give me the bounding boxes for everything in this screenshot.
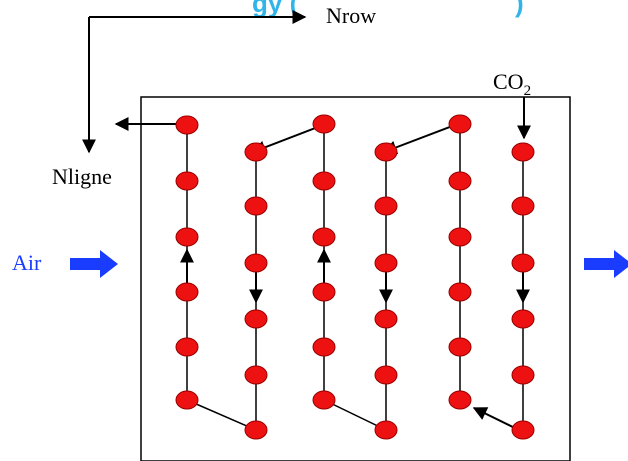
sensor-node xyxy=(175,227,199,247)
sensor-node xyxy=(511,420,535,440)
sensor-node xyxy=(511,253,535,273)
sensor-node xyxy=(312,171,336,191)
sensor-node xyxy=(175,171,199,191)
nligne-label: Nligne xyxy=(52,164,112,189)
co2-label: CO2 xyxy=(493,69,531,99)
sensor-node xyxy=(374,420,398,440)
sensor-node xyxy=(244,365,268,385)
bottom-connector-2 xyxy=(323,399,387,431)
sensor-node xyxy=(448,171,472,191)
bottom-connector-1 xyxy=(186,399,257,431)
sensor-node xyxy=(244,196,268,216)
sensor-node xyxy=(374,196,398,216)
sensor-node xyxy=(374,253,398,273)
flow-path xyxy=(186,124,524,431)
header-fragment: gy ( xyxy=(252,0,299,18)
air-inlet-arrow xyxy=(70,250,118,278)
sensor-node xyxy=(244,309,268,329)
sensor-node xyxy=(312,227,336,247)
bottom-arrow-6-5 xyxy=(472,407,520,431)
sensor-node xyxy=(374,142,398,162)
sensor-node xyxy=(312,114,336,134)
sensor-node xyxy=(448,390,472,410)
sensor-node xyxy=(175,337,199,357)
chamber-box xyxy=(140,96,571,461)
air-outlet-arrow xyxy=(584,250,628,278)
sensor-node xyxy=(448,282,472,302)
sensor-node xyxy=(175,390,199,410)
sensor-node xyxy=(511,309,535,329)
sensor-node xyxy=(312,282,336,302)
sensor-node xyxy=(374,309,398,329)
sensor-node xyxy=(511,142,535,162)
sensor-node xyxy=(448,337,472,357)
sensor-node xyxy=(511,196,535,216)
nrow-label: Nrow xyxy=(326,3,376,28)
sensor-node xyxy=(312,390,336,410)
flow-arrows xyxy=(114,117,530,431)
sensor-node xyxy=(374,365,398,385)
sensor-node xyxy=(175,115,199,135)
sensor-node xyxy=(244,253,268,273)
air-label: Air xyxy=(12,250,42,275)
sensor-node xyxy=(511,365,535,385)
sensor-node xyxy=(448,114,472,134)
sensor-node xyxy=(244,420,268,440)
sensor-nodes xyxy=(175,114,535,440)
sensor-node xyxy=(312,337,336,357)
sensor-node xyxy=(175,282,199,302)
sensor-node xyxy=(448,227,472,247)
sensor-node xyxy=(244,142,268,162)
header-fragment-right: ) xyxy=(515,0,524,18)
